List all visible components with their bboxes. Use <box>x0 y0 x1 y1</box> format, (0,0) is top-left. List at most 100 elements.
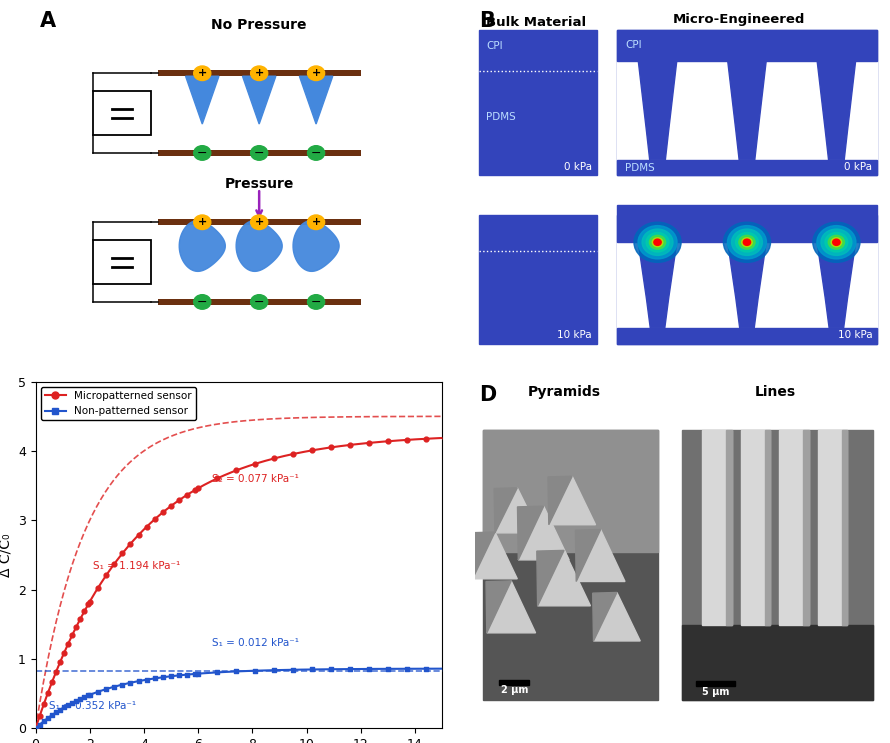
Bar <box>93 91 151 135</box>
Text: S₁ = 0.352 kPa⁻¹: S₁ = 0.352 kPa⁻¹ <box>49 701 136 711</box>
Point <box>181 669 195 681</box>
Point <box>381 663 395 675</box>
Circle shape <box>743 239 750 245</box>
Point <box>286 448 300 460</box>
Polygon shape <box>472 532 495 579</box>
Point <box>65 629 79 641</box>
Point <box>53 704 67 716</box>
Polygon shape <box>638 60 676 160</box>
Text: +: + <box>198 217 206 227</box>
Point <box>81 598 95 610</box>
Bar <box>617 205 877 242</box>
Polygon shape <box>593 592 617 641</box>
Legend: Micropatterned sensor, Non-patterned sensor: Micropatterned sensor, Non-patterned sen… <box>41 387 196 421</box>
Point <box>324 663 338 675</box>
Text: 5 μm: 5 μm <box>702 687 729 696</box>
Polygon shape <box>549 476 595 525</box>
Point <box>99 683 113 695</box>
Circle shape <box>251 146 268 160</box>
Text: −: − <box>197 146 207 160</box>
Bar <box>93 240 151 284</box>
Bar <box>765 430 770 625</box>
Point <box>28 722 43 734</box>
Point <box>172 494 186 506</box>
Polygon shape <box>728 60 766 160</box>
Point <box>362 663 376 675</box>
Point <box>124 538 138 550</box>
Circle shape <box>831 238 842 247</box>
Point <box>91 582 105 594</box>
Circle shape <box>638 226 677 259</box>
Text: −: − <box>197 296 207 308</box>
Text: S₁ = 0.012 kPa⁻¹: S₁ = 0.012 kPa⁻¹ <box>212 638 299 649</box>
Point <box>172 669 186 681</box>
Text: CPI: CPI <box>625 40 642 51</box>
Point <box>49 707 63 718</box>
Point <box>400 434 414 446</box>
Bar <box>740 430 770 625</box>
Point <box>61 638 76 650</box>
Bar <box>617 60 877 160</box>
Point <box>164 670 178 682</box>
Bar <box>158 299 360 305</box>
Circle shape <box>813 222 860 262</box>
Text: −: − <box>254 296 264 308</box>
Point <box>362 437 376 449</box>
Point <box>267 664 281 676</box>
Polygon shape <box>179 221 225 271</box>
Circle shape <box>744 240 749 244</box>
Bar <box>158 71 360 77</box>
Text: +: + <box>255 68 263 78</box>
Point <box>248 665 263 677</box>
Point <box>343 439 357 451</box>
Point <box>148 672 162 684</box>
Point <box>140 521 154 533</box>
Bar <box>617 30 877 60</box>
Polygon shape <box>495 488 539 533</box>
Text: CPI: CPI <box>486 41 503 51</box>
Circle shape <box>646 233 669 252</box>
Text: 10 kPa: 10 kPa <box>557 331 592 340</box>
Text: Lines: Lines <box>755 385 796 398</box>
Bar <box>158 219 360 225</box>
Text: PDMS: PDMS <box>625 163 655 173</box>
Point <box>210 473 224 484</box>
Bar <box>499 680 530 685</box>
Point <box>164 500 178 512</box>
Polygon shape <box>486 581 511 633</box>
Point <box>286 663 300 675</box>
Point <box>77 691 92 703</box>
Point <box>33 710 47 722</box>
Point <box>210 666 224 678</box>
Point <box>156 672 170 684</box>
Point <box>107 681 121 692</box>
Bar <box>842 430 847 625</box>
Circle shape <box>194 146 211 160</box>
Circle shape <box>194 66 211 80</box>
Text: 2 μm: 2 μm <box>500 686 528 695</box>
Point <box>191 482 206 494</box>
Point <box>33 718 47 730</box>
Point <box>115 548 129 559</box>
Point <box>132 675 146 687</box>
Point <box>181 489 195 501</box>
Text: 10 kPa: 10 kPa <box>837 331 872 340</box>
Point <box>189 484 203 496</box>
Text: −: − <box>311 296 321 308</box>
Text: 0 kPa: 0 kPa <box>563 162 592 172</box>
Polygon shape <box>576 530 601 582</box>
Text: +: + <box>255 217 263 227</box>
Point <box>57 701 71 713</box>
Bar <box>617 328 877 343</box>
Polygon shape <box>494 488 517 533</box>
Circle shape <box>194 215 211 230</box>
Bar <box>479 30 596 175</box>
Circle shape <box>308 295 325 309</box>
Text: +: + <box>312 217 320 227</box>
Bar <box>696 681 735 686</box>
Point <box>83 596 97 608</box>
Point <box>36 716 51 727</box>
Text: +: + <box>198 68 206 78</box>
Text: S₂ = 0.077 kPa⁻¹: S₂ = 0.077 kPa⁻¹ <box>212 474 299 484</box>
Circle shape <box>724 222 771 262</box>
